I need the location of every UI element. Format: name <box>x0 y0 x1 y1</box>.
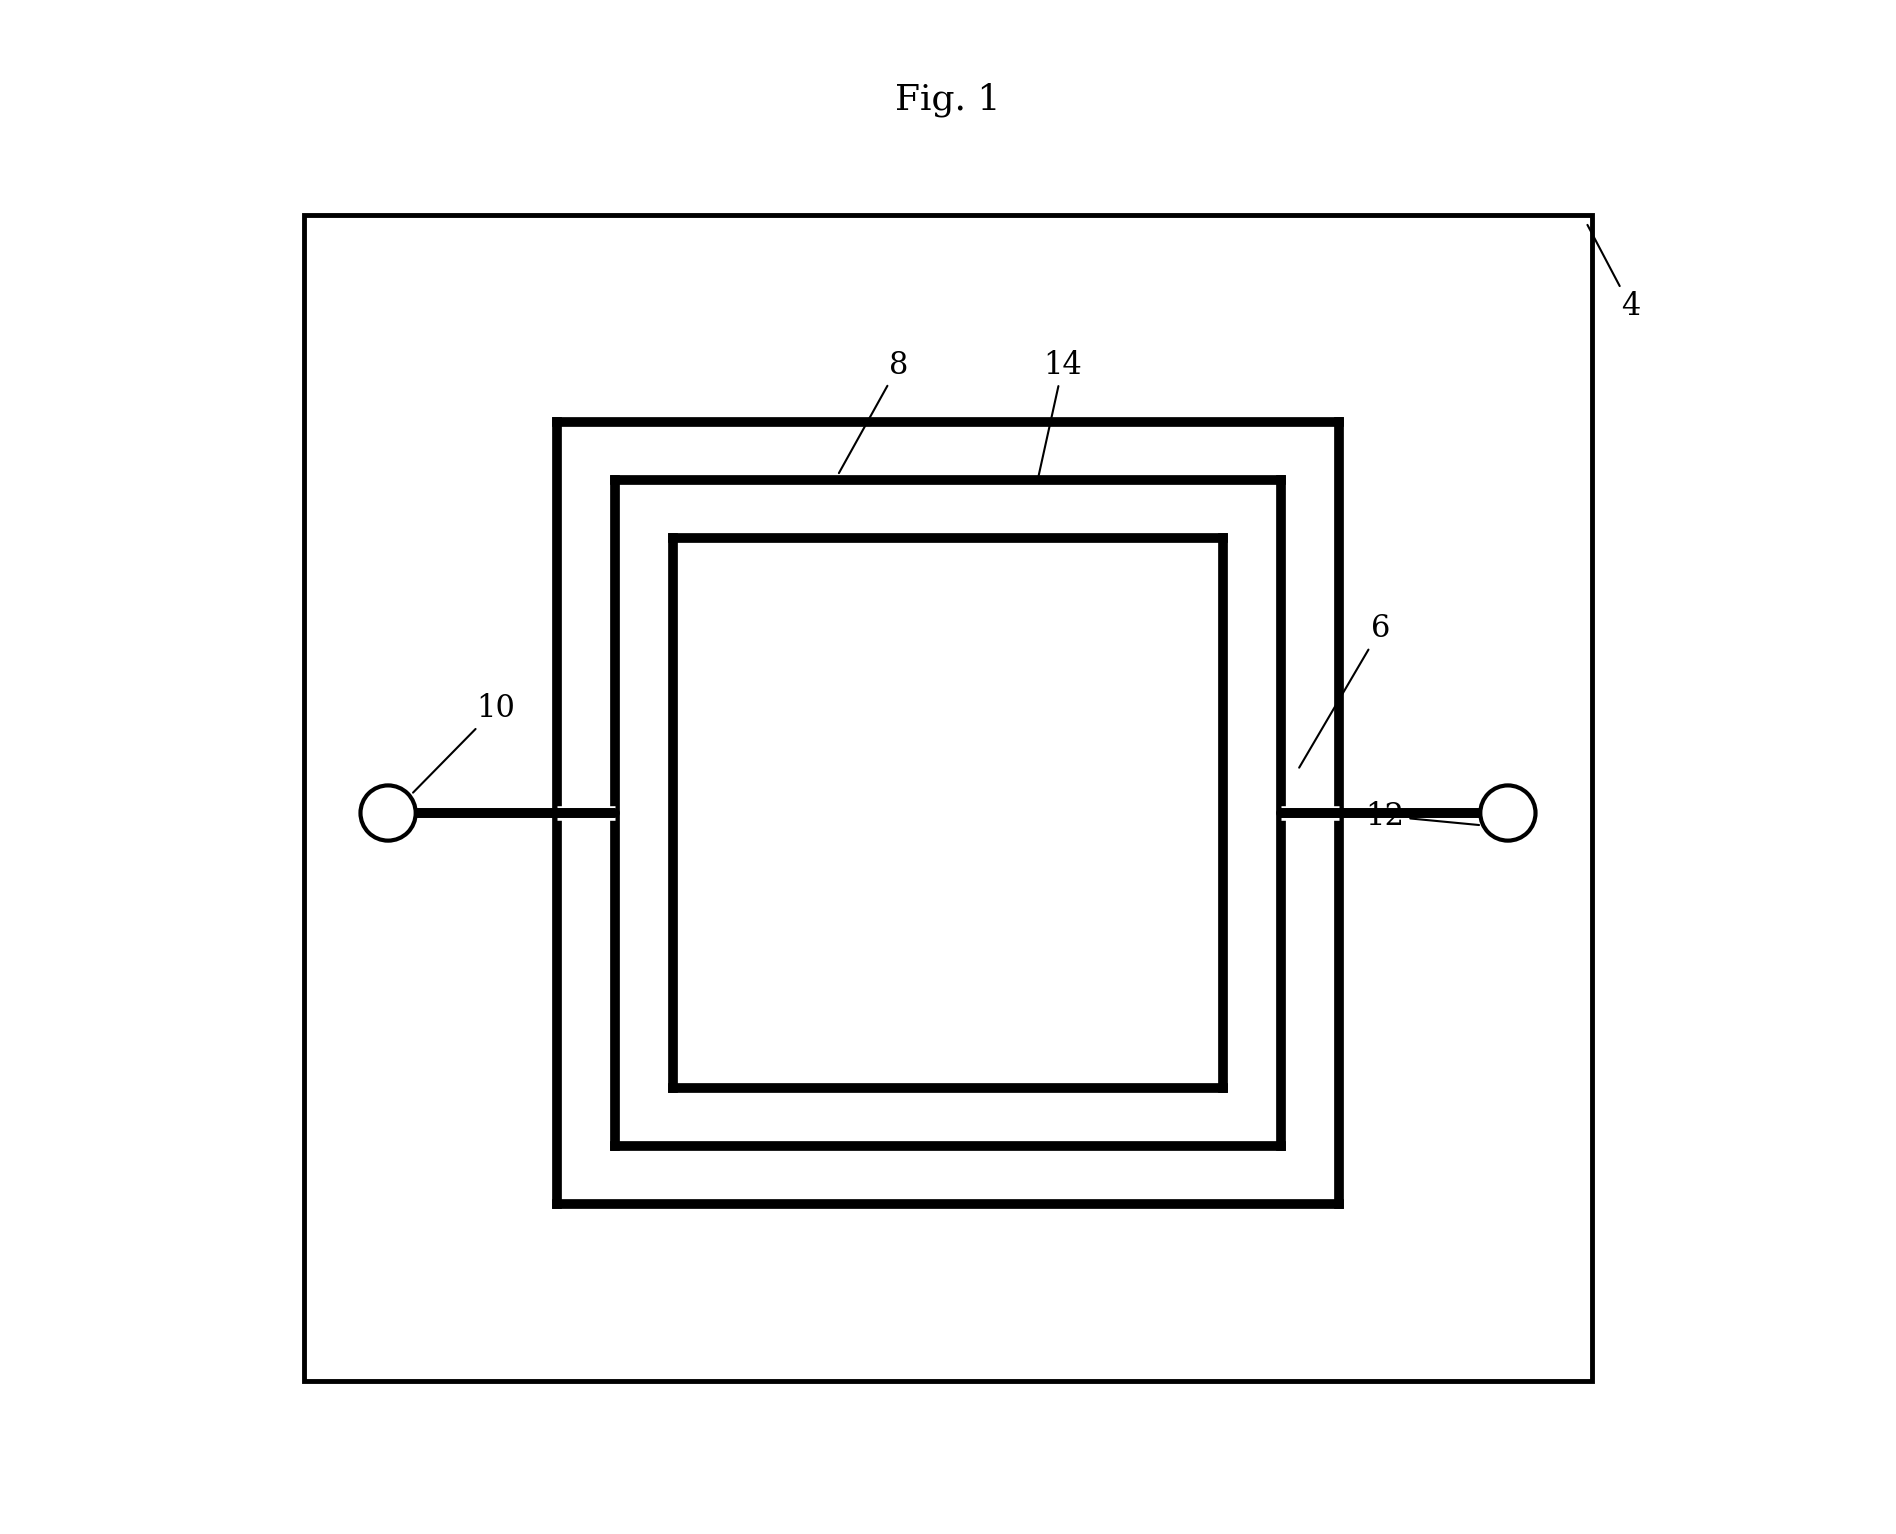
Text: 6: 6 <box>1299 614 1390 767</box>
Text: 4: 4 <box>1587 225 1640 322</box>
Text: 10: 10 <box>413 693 516 793</box>
Text: 8: 8 <box>838 350 908 472</box>
Text: 14: 14 <box>1037 350 1083 480</box>
Text: Fig. 1: Fig. 1 <box>895 83 1001 117</box>
Bar <box>303 215 1593 1381</box>
Text: 12: 12 <box>1365 801 1479 831</box>
Circle shape <box>360 785 415 841</box>
Circle shape <box>1481 785 1536 841</box>
